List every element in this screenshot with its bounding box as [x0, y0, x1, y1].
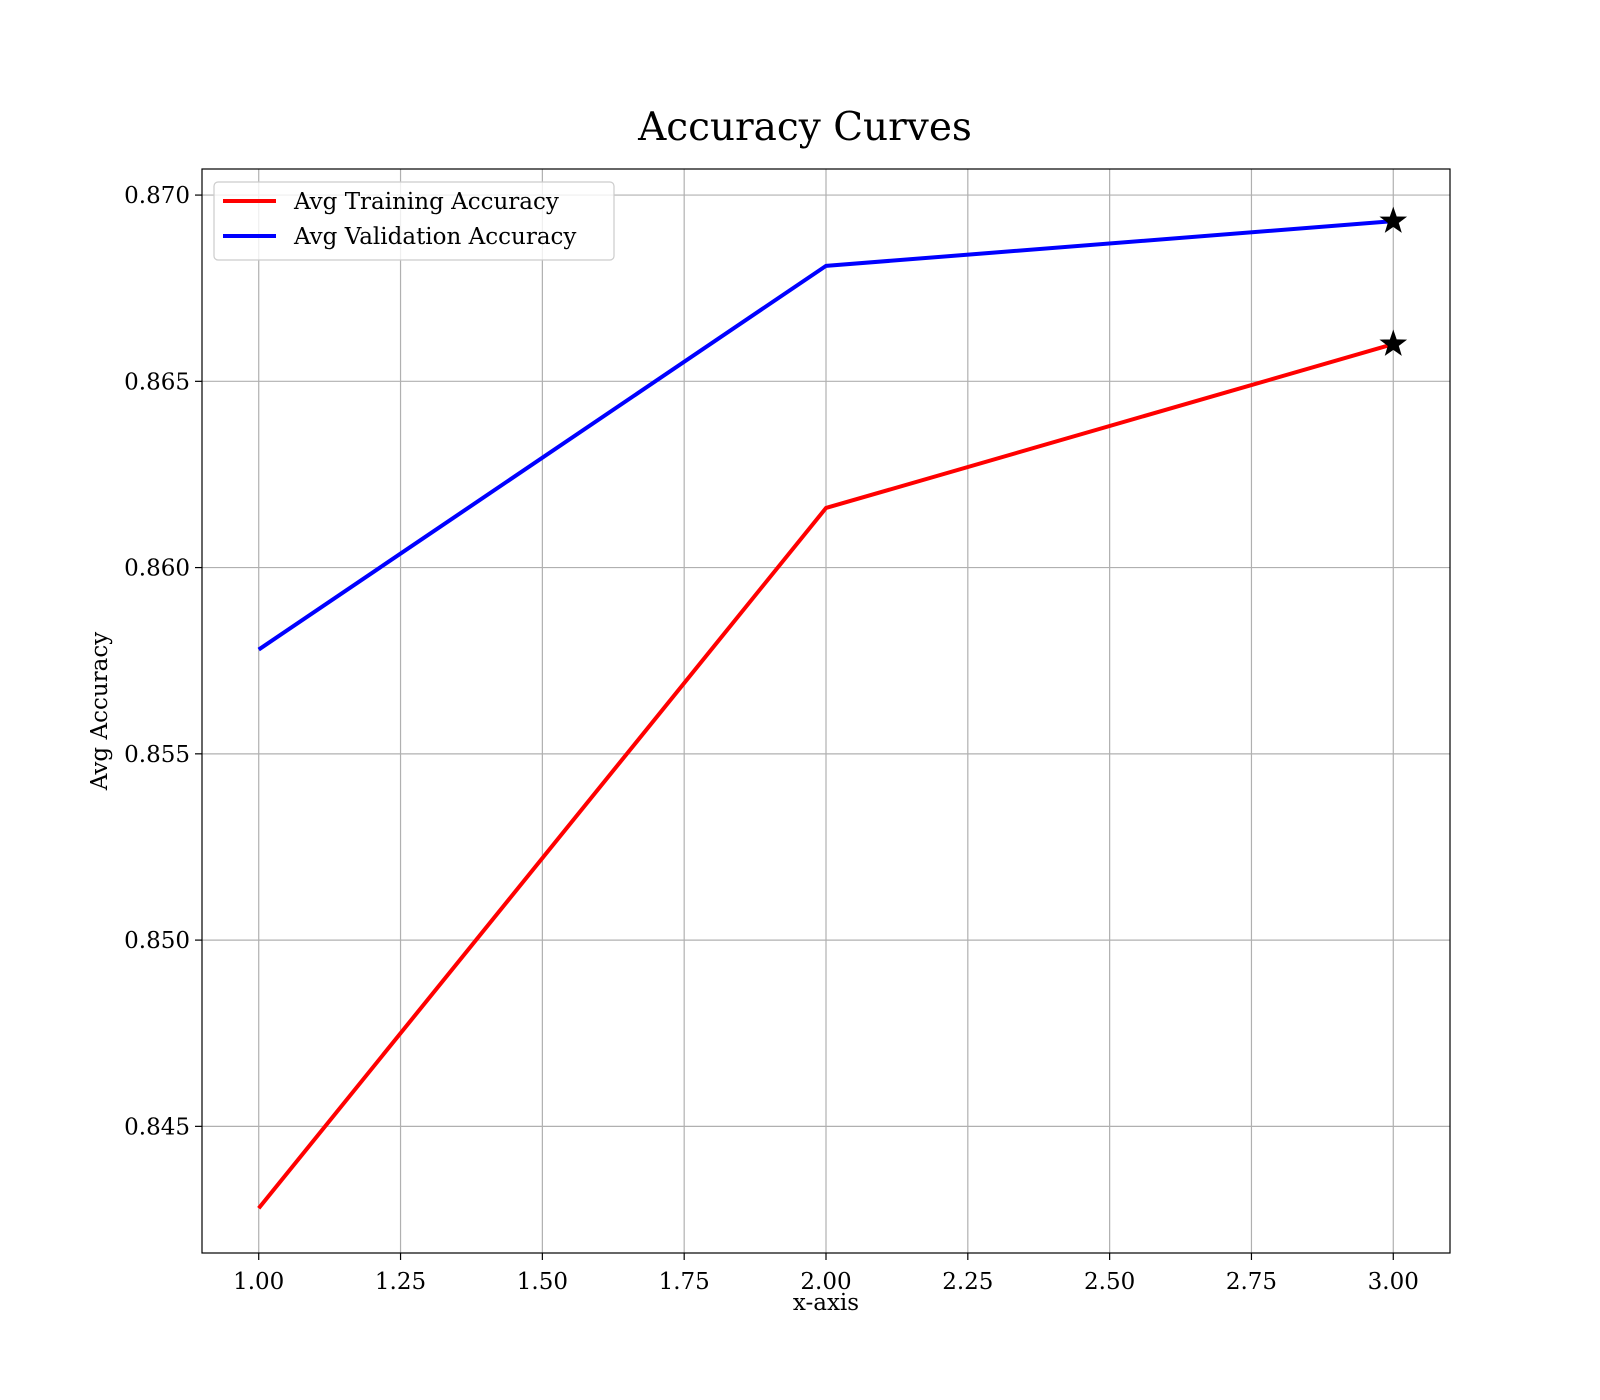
x-tick-label: 2.25 [942, 1269, 993, 1295]
x-tick-label: 2.75 [1226, 1269, 1277, 1295]
best-marker-star-validation [1379, 206, 1408, 233]
x-tick-label: 1.50 [517, 1269, 568, 1295]
y-tick-label: 0.855 [124, 742, 190, 768]
x-tick-label: 1.00 [233, 1269, 284, 1295]
chart-title: Accuracy Curves [637, 105, 972, 150]
x-tick-label: 3.00 [1368, 1269, 1419, 1295]
y-tick-label: 0.845 [124, 1114, 190, 1140]
x-tick-label: 1.25 [375, 1269, 426, 1295]
y-tick-label: 0.865 [124, 369, 190, 395]
y-tick-label: 0.870 [124, 183, 190, 209]
y-tick-label: 0.860 [124, 556, 190, 582]
x-axis-ticks: 1.00 1.25 1.50 1.75 2.00 2.25 2.50 2.75 3.00 [233, 1253, 1419, 1295]
x-tick-label: 2.50 [1084, 1269, 1135, 1295]
legend-label: Avg Training Accuracy [293, 189, 559, 215]
marker-layer [1379, 206, 1408, 356]
x-tick-label: 1.75 [659, 1269, 710, 1295]
y-axis-title: Avg Accuracy [87, 632, 113, 791]
x-axis-title: x-axis [793, 1290, 859, 1316]
legend-label: Avg Validation Accuracy [293, 224, 576, 250]
x-tick-label: 2.00 [800, 1269, 851, 1295]
y-tick-label: 0.850 [124, 928, 190, 954]
y-axis-ticks: 0.845 0.850 0.855 0.860 0.865 0.870 [124, 183, 202, 1140]
legend-box [213, 181, 615, 261]
best-marker-star-training [1379, 329, 1408, 356]
legend-items: Avg Training Accuracy Avg Validation Accu… [223, 189, 576, 250]
legend: Avg Training Accuracy Avg Validation Accu… [213, 181, 615, 261]
